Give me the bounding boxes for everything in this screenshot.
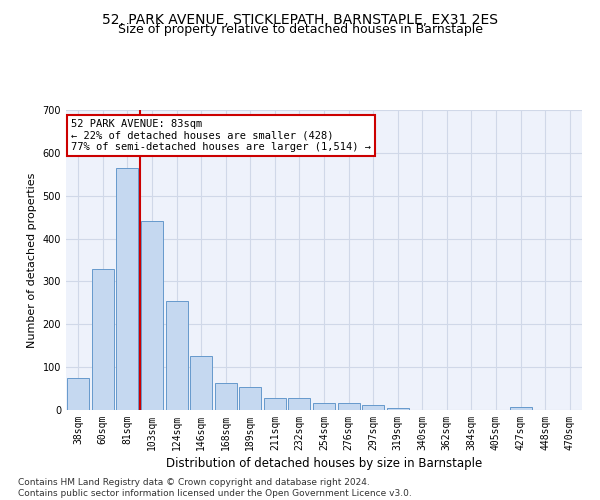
Bar xyxy=(289,398,310,410)
Y-axis label: Number of detached properties: Number of detached properties xyxy=(27,172,37,348)
Bar xyxy=(166,300,188,410)
Bar xyxy=(239,388,262,410)
Text: Size of property relative to detached houses in Barnstaple: Size of property relative to detached ho… xyxy=(118,22,482,36)
Bar xyxy=(116,168,139,410)
Bar xyxy=(264,398,286,410)
Bar xyxy=(313,403,335,410)
X-axis label: Distribution of detached houses by size in Barnstaple: Distribution of detached houses by size … xyxy=(166,457,482,470)
Bar xyxy=(362,405,384,410)
Text: Contains HM Land Registry data © Crown copyright and database right 2024.
Contai: Contains HM Land Registry data © Crown c… xyxy=(18,478,412,498)
Bar xyxy=(215,383,237,410)
Bar xyxy=(92,268,114,410)
Bar xyxy=(190,356,212,410)
Bar xyxy=(386,408,409,410)
Bar xyxy=(67,378,89,410)
Text: 52 PARK AVENUE: 83sqm
← 22% of detached houses are smaller (428)
77% of semi-det: 52 PARK AVENUE: 83sqm ← 22% of detached … xyxy=(71,119,371,152)
Bar xyxy=(509,407,532,410)
Text: 52, PARK AVENUE, STICKLEPATH, BARNSTAPLE, EX31 2ES: 52, PARK AVENUE, STICKLEPATH, BARNSTAPLE… xyxy=(102,12,498,26)
Bar xyxy=(141,222,163,410)
Bar xyxy=(338,403,359,410)
